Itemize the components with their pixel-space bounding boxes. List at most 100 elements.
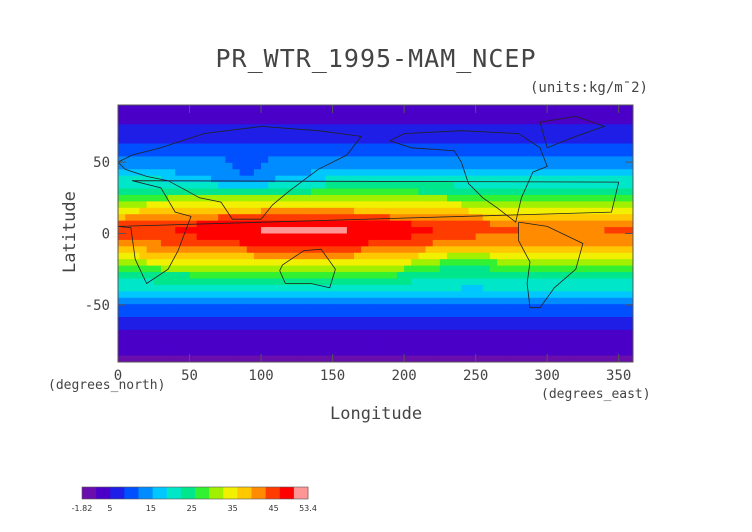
field-cell <box>432 265 441 273</box>
field-cell <box>432 182 441 190</box>
field-cell <box>246 201 255 209</box>
field-cell <box>439 252 448 260</box>
field-cell <box>118 143 126 151</box>
field-cell <box>590 349 598 357</box>
field-cell <box>439 111 448 119</box>
field-cell <box>625 291 633 299</box>
field-cell <box>289 169 298 177</box>
field-cell <box>411 291 420 299</box>
field-cell <box>454 349 462 357</box>
field-cell <box>582 259 591 267</box>
field-cell <box>582 233 591 241</box>
field-cell <box>461 278 470 286</box>
field-cell <box>289 149 298 157</box>
field-cell <box>618 323 627 331</box>
field-cell <box>239 105 248 113</box>
field-cell <box>497 156 505 164</box>
field-cell <box>160 284 169 292</box>
field-cell <box>225 137 234 145</box>
field-cell <box>175 239 183 247</box>
field-cell <box>554 284 563 292</box>
field-cell <box>261 156 269 164</box>
field-cell <box>218 278 226 286</box>
field-cell <box>246 227 255 235</box>
coastline-segment <box>118 125 362 220</box>
field-cell <box>203 207 212 215</box>
field-cell <box>568 156 577 164</box>
field-cell <box>540 220 548 228</box>
field-cell <box>210 188 219 196</box>
field-cell <box>218 259 226 267</box>
field-cell <box>346 291 355 299</box>
field-cell <box>611 143 620 151</box>
field-cell <box>454 175 462 183</box>
field-cell <box>146 265 155 273</box>
field-cell <box>439 239 448 247</box>
field-cell <box>547 214 555 222</box>
field-cell <box>461 349 470 357</box>
field-cell <box>275 233 284 241</box>
field-cell <box>590 220 598 228</box>
field-cell <box>175 323 183 331</box>
field-cell <box>182 188 191 196</box>
field-cell <box>232 194 241 202</box>
field-cell <box>532 137 541 145</box>
field-cell <box>425 175 434 183</box>
field-cell <box>146 252 155 260</box>
field-cell <box>447 265 455 273</box>
field-cell <box>303 214 312 222</box>
field-cell <box>218 246 226 254</box>
field-cell <box>354 297 362 305</box>
field-cell <box>268 304 276 312</box>
field-cell <box>396 284 405 292</box>
field-cell <box>189 227 198 235</box>
field-cell <box>554 169 563 177</box>
field-cell <box>339 175 348 183</box>
field-cell <box>246 323 255 331</box>
field-cell <box>153 259 162 267</box>
field-cell <box>203 310 212 318</box>
field-cell <box>525 214 534 222</box>
field-cell <box>146 336 155 344</box>
field-cell <box>246 220 255 228</box>
field-cell <box>489 246 498 254</box>
field-cell <box>132 137 141 145</box>
field-cell <box>554 291 563 299</box>
field-cell <box>132 278 141 286</box>
field-cell <box>382 239 391 247</box>
field-cell <box>332 304 341 312</box>
x-tick-label: 250 <box>463 368 488 384</box>
field-cell <box>225 143 234 151</box>
field-cell <box>361 246 369 254</box>
field-cell <box>246 214 255 222</box>
field-cell <box>253 304 262 312</box>
field-cell <box>625 207 633 215</box>
field-cell <box>261 117 269 125</box>
field-cell <box>118 342 126 350</box>
field-cell <box>282 182 291 190</box>
field-cell <box>439 278 448 286</box>
field-cell <box>532 329 541 337</box>
field-cell <box>497 188 505 196</box>
field-cell <box>618 342 627 350</box>
field-cell <box>289 323 298 331</box>
field-cell <box>382 188 391 196</box>
field-cell <box>482 188 491 196</box>
field-cell <box>182 175 191 183</box>
field-cell <box>554 317 563 325</box>
field-cell <box>253 143 262 151</box>
field-cell <box>582 329 591 337</box>
x-tick-label: 350 <box>606 368 631 384</box>
field-cell <box>547 297 555 305</box>
colorbar-label: 25 <box>187 504 197 513</box>
field-cell <box>625 117 633 125</box>
field-cell <box>461 137 470 145</box>
field-cell <box>582 265 591 273</box>
field-cell <box>604 317 613 325</box>
field-cell <box>525 111 534 119</box>
field-cell <box>146 207 155 215</box>
field-cell <box>375 156 384 164</box>
field-cell <box>203 265 212 273</box>
field-cell <box>354 291 362 299</box>
field-cell <box>418 317 427 325</box>
